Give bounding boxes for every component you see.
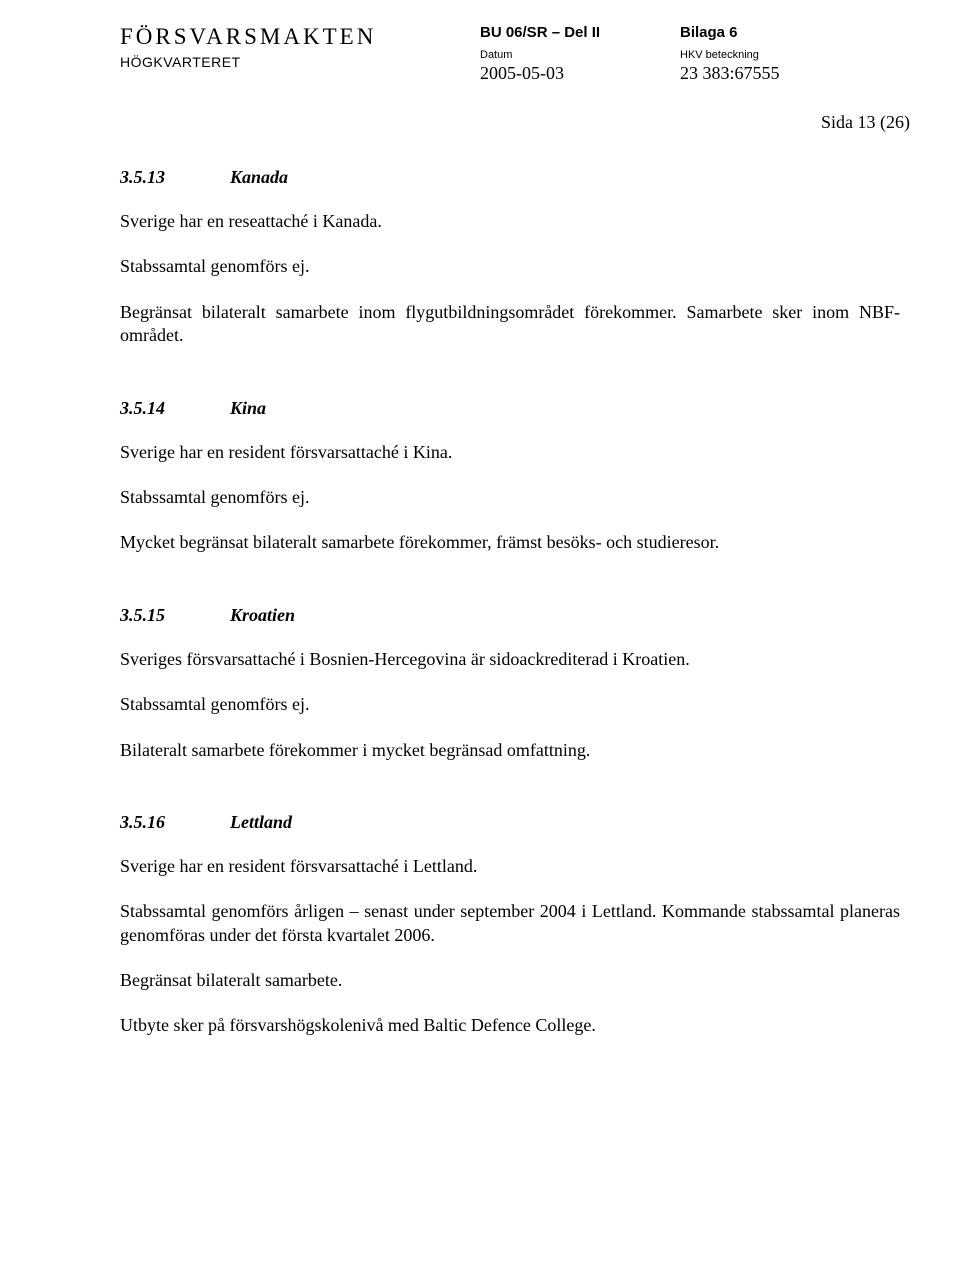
datum-label: Datum [480,49,680,61]
doc-ref: BU 06/SR – Del II [480,24,680,41]
paragraph: Sverige har en resident försvarsattaché … [120,441,900,464]
paragraph: Stabssamtal genomförs ej. [120,255,900,278]
section-heading-kina: 3.5.14 Kina [120,398,900,419]
section-title: Kroatien [230,605,295,626]
datum-value: 2005-05-03 [480,63,680,84]
section-heading-kroatien: 3.5.15 Kroatien [120,605,900,626]
paragraph: Begränsat bilateralt samarbete. [120,969,900,992]
org-name: FÖRSVARSMAKTEN [120,24,480,50]
document-page: FÖRSVARSMAKTEN HÖGKVARTERET BU 06/SR – D… [0,0,960,1100]
paragraph: Stabssamtal genomförs ej. [120,486,900,509]
paragraph: Stabssamtal genomförs ej. [120,693,900,716]
organization-block: FÖRSVARSMAKTEN HÖGKVARTERET [120,24,480,70]
section-title: Kina [230,398,266,419]
doc-meta-left: BU 06/SR – Del II Datum 2005-05-03 [480,24,680,84]
paragraph: Sveriges försvarsattaché i Bosnien-Herce… [120,648,900,671]
section-number: 3.5.14 [120,398,230,419]
paragraph: Mycket begränsat bilateralt samarbete fö… [120,531,900,554]
section-title: Kanada [230,167,288,188]
beteckning-label: HKV beteckning [680,49,840,61]
org-subunit: HÖGKVARTERET [120,54,480,70]
section-heading-kanada: 3.5.13 Kanada [120,167,900,188]
paragraph: Sverige har en reseattaché i Kanada. [120,210,900,233]
section-title: Lettland [230,812,292,833]
paragraph: Bilateralt samarbete förekommer i mycket… [120,739,900,762]
bilaga: Bilaga 6 [680,24,840,41]
paragraph: Stabssamtal genomförs årligen – senast u… [120,900,900,947]
beteckning-value: 23 383:67555 [680,63,840,84]
section-heading-lettland: 3.5.16 Lettland [120,812,900,833]
section-number: 3.5.15 [120,605,230,626]
doc-meta-right: Bilaga 6 HKV beteckning 23 383:67555 [680,24,840,84]
section-number: 3.5.13 [120,167,230,188]
paragraph: Utbyte sker på försvarshögskolenivå med … [120,1014,900,1037]
paragraph: Sverige har en resident försvarsattaché … [120,855,900,878]
paragraph: Begränsat bilateralt samarbete inom flyg… [120,301,900,348]
section-number: 3.5.16 [120,812,230,833]
page-header: FÖRSVARSMAKTEN HÖGKVARTERET BU 06/SR – D… [120,24,900,84]
page-number: Sida 13 (26) [120,112,910,133]
